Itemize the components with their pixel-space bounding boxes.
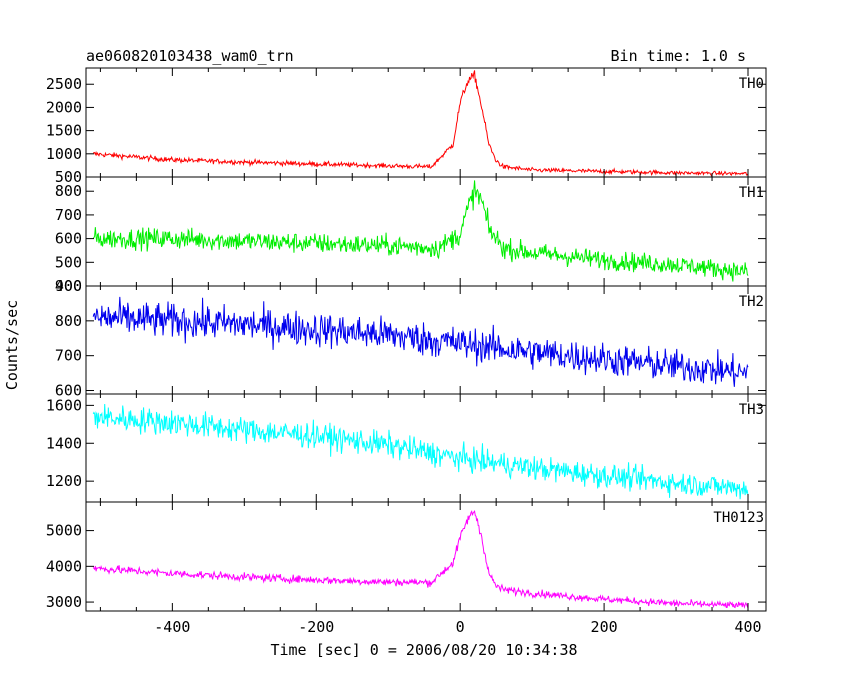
panel-frame — [85, 501, 767, 612]
panel-label-th0: TH0 — [739, 76, 764, 92]
x-axis-title: Time [sec] 0 = 2006/08/20 10:34:38 — [270, 641, 577, 659]
y-tick-label: 1500 — [46, 122, 82, 140]
panel-th1: 400 500 600 700 800 TH1 — [55, 176, 767, 295]
y-tick-label: 700 — [55, 206, 82, 224]
y-tick-label: 5000 — [46, 522, 82, 540]
y-tick-label: 2500 — [46, 75, 82, 93]
panel-label-th0123: TH0123 — [713, 510, 764, 526]
y-tick-label: 400 — [55, 277, 82, 295]
y-tick-label: 4000 — [46, 557, 82, 575]
y-tick-label: 500 — [55, 168, 82, 186]
panel-label-th1: TH1 — [739, 185, 764, 201]
x-axis-labels: -400 -200 0 200 400 — [154, 618, 761, 636]
y-tick-label: 900 — [55, 277, 82, 295]
series-line-th0123 — [92, 510, 749, 609]
y-tick-label: 1600 — [46, 396, 82, 414]
x-tick-label: -400 — [154, 618, 190, 636]
y-tick-label: 600 — [55, 230, 82, 248]
y-tick-label: 600 — [55, 382, 82, 400]
chart-title: ae060820103438_wam0_trn — [86, 47, 294, 65]
panel-label-th2: TH2 — [739, 294, 764, 310]
y-tick-label: 1000 — [46, 145, 82, 163]
series-line-th0 — [92, 70, 749, 177]
panel-label-th3: TH3 — [739, 402, 764, 418]
y-axis-title: Counts/sec — [3, 300, 21, 390]
panel-th0123: 3000 4000 5000 TH0123 — [46, 501, 767, 612]
y-tick-label: 1200 — [46, 472, 82, 490]
y-tick-label: 800 — [55, 182, 82, 200]
panels-group: 500 1000 1500 2000 2500 TH0 400 500 600 700 800 TH1… — [46, 67, 767, 612]
panel-th0: 500 1000 1500 2000 2500 TH0 — [46, 67, 767, 186]
y-tick-label: 1400 — [46, 434, 82, 452]
series-line-th1 — [92, 180, 749, 282]
y-tick-label: 500 — [55, 253, 82, 271]
y-tick-label: 800 — [55, 312, 82, 330]
chart-bin-time: Bin time: 1.0 s — [611, 47, 746, 65]
series-line-th3 — [92, 404, 749, 500]
x-tick-label: 400 — [734, 618, 761, 636]
panel-th2: 600 700 800 900 TH2 — [55, 277, 767, 400]
y-tick-label: 700 — [55, 347, 82, 365]
panel-th3: 1200 1400 1600 TH3 — [46, 393, 767, 503]
x-tick-label: 0 — [456, 618, 465, 636]
series-line-th2 — [92, 296, 749, 387]
y-tick-label: 2000 — [46, 98, 82, 116]
x-tick-label: -200 — [298, 618, 334, 636]
x-tick-label: 200 — [591, 618, 618, 636]
y-tick-label: 3000 — [46, 593, 82, 611]
